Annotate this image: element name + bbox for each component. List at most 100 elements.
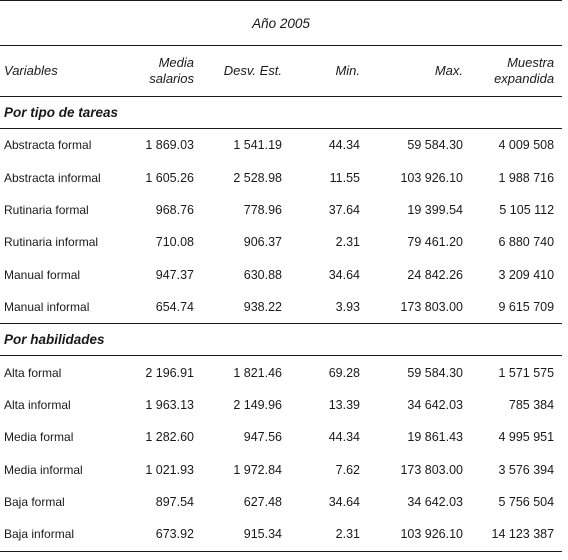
row-label: Rutinaria informal <box>4 235 99 250</box>
table-cell: 9 615 709 <box>498 300 555 315</box>
table-row: Manual formal 947.37 630.88 34.64 24 842.26 3… <box>0 259 562 291</box>
row-label: Manual formal <box>4 267 81 282</box>
row-label: Alta formal <box>4 365 62 380</box>
table-cell: 1 541.19 <box>233 138 282 153</box>
row-label: Alta informal <box>4 397 71 412</box>
table-cell: 627.48 <box>243 495 282 510</box>
table-row: Media formal 1 282.60 947.56 44.34 19 861.43… <box>0 421 562 453</box>
section-heading: Por habilidades <box>0 323 563 357</box>
table-cell: 4 995 951 <box>498 430 555 445</box>
table-cell: 19 399.54 <box>407 202 463 217</box>
table-cell: 5 105 112 <box>499 202 555 217</box>
table-row: Baja informal 673.92 915.34 2.31 103 926.10 1… <box>0 518 562 550</box>
table-cell: 34.64 <box>328 267 360 282</box>
section-heading: Por tipo de tareas <box>0 96 563 129</box>
column-header-variables: Variables <box>0 45 118 97</box>
table-cell: 785 384 <box>508 397 555 412</box>
table-cell: 69.28 <box>328 365 360 380</box>
table-cell: 947.37 <box>155 267 194 282</box>
table-bottom-rule <box>0 550 563 552</box>
section-header-row: Por habilidades <box>0 323 563 357</box>
table-cell: 2.31 <box>335 235 360 250</box>
column-header-min: Min. <box>294 45 372 97</box>
table-cell: 173 803.00 <box>400 462 463 477</box>
table-cell: 79 461.20 <box>407 235 463 250</box>
table-cell: 654.74 <box>155 300 194 315</box>
table-cell: 906.37 <box>243 235 282 250</box>
table-cell: 1 972.84 <box>233 462 282 477</box>
table-cell: 2 196.91 <box>145 365 194 380</box>
table-cell: 103 926.10 <box>400 170 463 185</box>
table-cell: 897.54 <box>155 495 194 510</box>
table-cell: 1 571 575 <box>498 365 555 380</box>
table-cell: 710.08 <box>155 235 194 250</box>
row-label: Rutinaria formal <box>4 202 89 217</box>
table-cell: 1 821.46 <box>233 365 282 380</box>
table-cell: 59 584.30 <box>407 138 463 153</box>
row-label: Media formal <box>4 430 74 445</box>
table-row: Alta informal 1 963.13 2 149.96 13.39 34 642… <box>0 389 562 421</box>
table-cell: 6 880 740 <box>498 235 555 250</box>
table-cell: 630.88 <box>243 267 282 282</box>
column-header-muestra-expandida: Muestra expandida <box>475 45 563 97</box>
table-cell: 1 963.13 <box>145 397 194 412</box>
table-cell: 1 021.93 <box>145 462 194 477</box>
bottom-rule-cell <box>0 550 563 552</box>
table-row: Rutinaria informal 710.08 906.37 2.31 79 461… <box>0 226 562 258</box>
column-header-media-salarios: Media salarios <box>118 45 206 97</box>
table-cell: 19 861.43 <box>407 430 463 445</box>
table-cell: 5 756 504 <box>498 495 555 510</box>
table-cell: 4 009 508 <box>498 138 555 153</box>
table-cell: 24 842.26 <box>407 267 463 282</box>
table-row: Baja formal 897.54 627.48 34.64 34 642.03 5 7… <box>0 486 562 518</box>
table-cell: 1 988 716 <box>498 170 555 185</box>
table-cell: 1 605.26 <box>145 170 194 185</box>
table-row: Abstracta formal 1 869.03 1 541.19 44.34 59 … <box>0 129 562 162</box>
table-cell: 2 149.96 <box>233 397 282 412</box>
table-cell: 673.92 <box>155 527 194 542</box>
row-label: Abstracta formal <box>4 138 92 153</box>
table-cell: 59 584.30 <box>407 365 463 380</box>
table-row: Alta formal 2 196.91 1 821.46 69.28 59 584.3… <box>0 356 562 389</box>
table-title-row: Año 2005 <box>0 0 563 46</box>
table-cell: 1 869.03 <box>145 138 194 153</box>
table-cell: 3 209 410 <box>498 267 555 282</box>
table-cell: 173 803.00 <box>400 300 463 315</box>
table-cell: 2 528.98 <box>233 170 282 185</box>
table-cell: 1 282.60 <box>145 430 194 445</box>
table-row: Abstracta informal 1 605.26 2 528.98 11.55 1… <box>0 161 562 193</box>
table-cell: 947.56 <box>243 430 282 445</box>
table-cell: 2.31 <box>335 527 360 542</box>
section-header-row: Por tipo de tareas <box>0 96 563 129</box>
row-label: Baja formal <box>4 495 65 510</box>
table-cell: 938.22 <box>243 300 282 315</box>
table-cell: 13.39 <box>328 397 360 412</box>
column-header-desv-est: Desv. Est. <box>206 45 294 97</box>
column-header-max: Max. <box>372 45 475 97</box>
table-cell: 3 576 394 <box>498 462 555 477</box>
column-header-row: Variables Media salarios Desv. Est. Min.… <box>0 45 563 97</box>
row-label: Abstracta informal <box>4 170 101 185</box>
row-label: Manual informal <box>4 300 90 315</box>
table-cell: 915.34 <box>243 527 282 542</box>
table-row: Rutinaria formal 968.76 778.96 37.64 19 399.… <box>0 194 562 226</box>
table-row: Media informal 1 021.93 1 972.84 7.62 173 80… <box>0 454 562 486</box>
row-label: Baja informal <box>4 527 75 542</box>
table-cell: 44.34 <box>328 430 360 445</box>
table-cell: 3.93 <box>335 300 360 315</box>
table-cell: 7.62 <box>335 462 360 477</box>
salary-statistics-table: Año 2005 Variables Media salarios Desv. … <box>0 0 563 552</box>
table-cell: 968.76 <box>155 202 194 217</box>
table-cell: 37.64 <box>328 202 360 217</box>
table-title: Año 2005 <box>0 0 563 46</box>
table-cell: 34.64 <box>328 495 360 510</box>
table-cell: 44.34 <box>328 138 360 153</box>
table-cell: 11.55 <box>329 170 360 185</box>
table-cell: 103 926.10 <box>400 527 463 542</box>
table-cell: 34 642.03 <box>407 397 463 412</box>
table-cell: 14 123 387 <box>491 527 555 542</box>
table-cell: 778.96 <box>243 202 282 217</box>
row-label: Media informal <box>4 462 83 477</box>
table-row: Manual informal 654.74 938.22 3.93 173 803.0… <box>0 291 562 324</box>
table-cell: 34 642.03 <box>407 495 463 510</box>
